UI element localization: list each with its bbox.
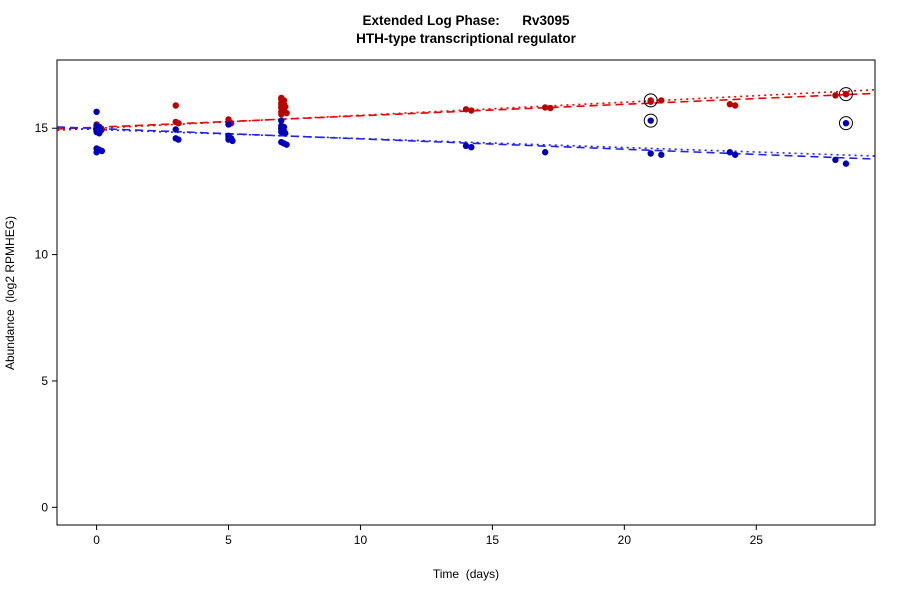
outlier-ring: [838, 116, 853, 131]
outlier-point-red-condition: [647, 97, 654, 104]
data-point-blue-condition: [842, 160, 850, 167]
x-tick-label: 0: [93, 533, 100, 547]
x-tick-label: 15: [486, 533, 500, 547]
y-tick-label: 0: [41, 500, 48, 514]
data-point-blue-condition: [278, 117, 285, 124]
x-tick-label: 25: [750, 533, 764, 547]
data-point-blue-condition: [96, 130, 103, 137]
data-point-blue-condition: [658, 151, 665, 158]
x-axis-label: Time (days): [432, 567, 500, 581]
data-point-red-condition: [726, 101, 734, 108]
x-tick-label: 5: [225, 533, 232, 547]
trendline-blue-dotted: [56, 127, 876, 157]
outlier-point-blue-condition: [647, 117, 654, 124]
data-point-red-condition: [541, 104, 549, 111]
data-point-red-condition: [278, 111, 285, 118]
outlier-ring: [643, 93, 658, 108]
data-point-blue-condition: [468, 143, 475, 151]
plot-box: [56, 59, 876, 526]
data-point-blue-condition: [283, 141, 290, 148]
data-point-blue-condition: [282, 130, 289, 137]
chart-title: Extended Log Phase: Rv3095: [362, 13, 570, 28]
x-tick-label: 20: [618, 533, 632, 547]
data-point-blue-condition: [172, 126, 179, 133]
data-point-red-condition: [468, 107, 475, 114]
data-point-blue-condition: [98, 147, 106, 155]
data-point-blue-condition: [541, 149, 549, 156]
x-tick-label: 10: [354, 533, 368, 547]
data-point-red-condition: [547, 104, 554, 112]
data-point-blue-condition: [647, 150, 654, 157]
data-point-blue-condition: [225, 121, 232, 128]
data-point-blue-condition: [726, 149, 734, 156]
data-point-blue-condition: [832, 156, 839, 164]
data-point-blue-condition: [462, 142, 470, 150]
data-point-red-condition: [283, 109, 290, 117]
data-point-red-condition: [462, 106, 470, 113]
y-tick-label: 15: [35, 121, 49, 135]
outlier-point-blue-condition: [842, 119, 850, 127]
data-point-red-condition: [731, 102, 739, 109]
chart-subtitle: HTH-type transcriptional regulator: [356, 31, 576, 46]
data-point-red-condition: [658, 97, 665, 104]
outlier-ring: [643, 113, 658, 128]
data-point-blue-condition: [93, 108, 100, 116]
data-point-blue-condition: [229, 137, 236, 145]
y-tick-label: 5: [41, 374, 48, 388]
data-point-blue-condition: [731, 151, 739, 158]
data-point-red-condition: [172, 102, 179, 109]
outlier-ring: [838, 87, 853, 102]
outlier-point-red-condition: [842, 90, 850, 98]
data-point-red-condition: [832, 92, 839, 99]
data-point-blue-condition: [93, 149, 100, 156]
y-tick-label: 10: [35, 248, 49, 262]
data-point-blue-condition: [175, 136, 182, 143]
data-point-red-condition: [175, 119, 182, 127]
